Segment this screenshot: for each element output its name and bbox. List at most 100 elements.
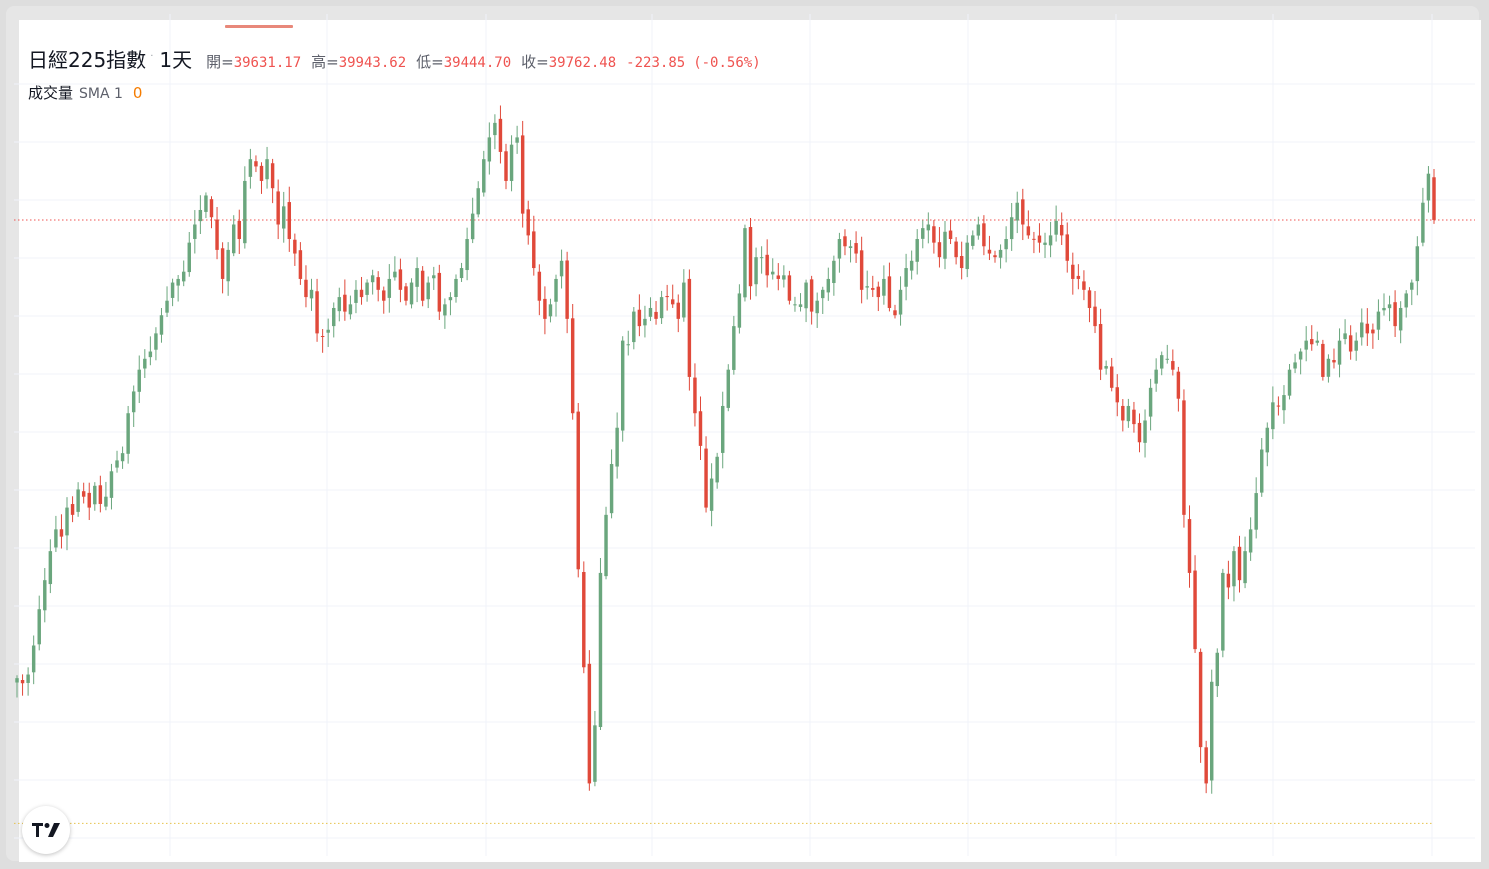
candle-up (159, 308, 164, 343)
candle-body (1065, 234, 1069, 261)
candle-body (843, 236, 847, 247)
symbol-name[interactable]: 日經225指數 (28, 48, 147, 72)
candle-body (1382, 307, 1386, 311)
candle-down (776, 263, 781, 291)
legend-separator: · (150, 51, 154, 62)
candle-down (1310, 325, 1314, 351)
candle-up (1376, 299, 1381, 341)
candle-body (1315, 340, 1320, 343)
candle-up (620, 336, 625, 442)
candle-body (765, 254, 769, 276)
candle-body (1254, 493, 1258, 530)
candle-body (48, 551, 53, 585)
candle-up (976, 216, 981, 240)
candle-up (1004, 226, 1008, 263)
candle-up (1159, 351, 1164, 376)
candle-body (1137, 422, 1142, 443)
candle-up (15, 675, 19, 698)
candle-up (426, 276, 430, 309)
candle-down (220, 242, 225, 294)
candle-body (1304, 340, 1308, 350)
candle-up (1143, 409, 1147, 458)
candle-body (698, 411, 703, 446)
candle-up (1154, 358, 1158, 392)
candle-down (704, 436, 708, 513)
candle-down (293, 233, 297, 266)
candle-up (231, 215, 236, 257)
candle-body (915, 239, 919, 262)
candle-body (332, 307, 336, 327)
candle-down (1071, 252, 1075, 295)
candle-down (565, 251, 569, 334)
high-value: 39943.62 (338, 55, 407, 71)
candle-body (976, 224, 981, 236)
candle-up (837, 232, 842, 273)
candle-up (1282, 385, 1286, 424)
volume-label[interactable]: 成交量 (28, 84, 74, 102)
candle-body (626, 344, 630, 346)
tradingview-logo-icon[interactable] (22, 806, 70, 854)
candle-body (243, 180, 247, 244)
candle-up (1415, 236, 1420, 296)
candle-body (1148, 387, 1153, 417)
candle-down (259, 162, 264, 194)
candle-up (348, 295, 353, 320)
candle-up (170, 278, 175, 307)
candle-up (1232, 546, 1236, 602)
candle-up (1210, 669, 1214, 794)
candle-body (582, 572, 586, 668)
candle-body (704, 448, 708, 508)
candle-up (720, 391, 725, 469)
candle-body (359, 289, 364, 298)
candle-up (448, 292, 453, 316)
candle-up (1254, 477, 1258, 539)
candle-down (270, 158, 275, 204)
candle-down (520, 120, 525, 228)
candle-body (382, 290, 386, 301)
candle-body (737, 293, 742, 328)
candle-body (709, 478, 714, 511)
candle-down (1276, 396, 1281, 416)
candle-body (787, 275, 792, 301)
candle-up (1265, 422, 1270, 467)
candle-down (20, 674, 25, 696)
candle-body (943, 231, 947, 259)
candle-up (865, 270, 869, 300)
candle-down (670, 284, 675, 308)
candle-body (837, 239, 842, 259)
candle-down (1171, 349, 1175, 376)
candle-body (987, 249, 992, 254)
candle-down (287, 186, 292, 252)
candle-up (432, 266, 436, 290)
candle-body (654, 311, 658, 319)
candle-body (959, 255, 964, 269)
change-percent: (-0.56%) (693, 55, 761, 71)
candle-up (487, 122, 492, 175)
candle-body (1243, 551, 1247, 584)
candle-down (359, 276, 364, 305)
candle-body (1260, 449, 1264, 493)
candle-body (276, 191, 280, 225)
candle-up (454, 274, 458, 303)
candle-up (48, 539, 53, 594)
candle-body (1371, 329, 1375, 334)
candle-up (1387, 295, 1392, 322)
candle-body (921, 228, 925, 239)
candle-body (320, 336, 325, 338)
candle-up (76, 482, 80, 517)
candle-up (1298, 348, 1303, 375)
candle-up (1248, 517, 1253, 561)
candle-down (532, 215, 536, 276)
candle-down (954, 237, 958, 265)
candle-body (1271, 402, 1275, 430)
candle-down (576, 403, 580, 578)
interval-label[interactable]: 1天 (159, 48, 193, 72)
candle-up (31, 635, 36, 685)
low-label: 低= (416, 53, 444, 71)
candle-body (193, 224, 197, 239)
candle-body (1343, 333, 1347, 340)
candle-body (748, 227, 753, 287)
candle-down (1109, 357, 1114, 392)
candle-up (1243, 536, 1247, 589)
